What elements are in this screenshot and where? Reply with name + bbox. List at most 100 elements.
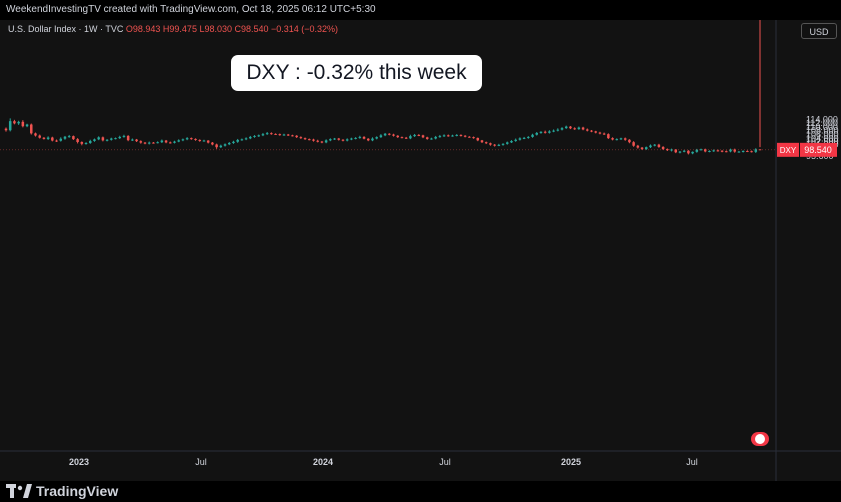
candle-body — [645, 147, 648, 150]
candle-body — [299, 137, 303, 139]
candle-body — [274, 133, 277, 135]
candle-body — [97, 137, 100, 140]
candle-body — [345, 139, 349, 141]
candle-body — [438, 136, 442, 138]
candle-body — [505, 142, 509, 144]
candle-body — [366, 138, 370, 141]
candle-body — [577, 127, 581, 130]
candle-body — [131, 139, 134, 141]
candle-body — [282, 134, 286, 136]
candle-body — [55, 140, 58, 142]
candle-body — [308, 139, 311, 141]
candle-body — [30, 124, 33, 134]
candle-body — [164, 140, 168, 143]
candle-body — [674, 149, 678, 153]
candle-body — [640, 147, 644, 150]
x-tick-label: Jul — [195, 457, 207, 467]
candle-body — [185, 138, 189, 140]
candle-body — [379, 135, 383, 138]
candle-body — [687, 150, 690, 154]
y-tick-label: 106.000 — [806, 130, 839, 140]
candle-body — [442, 135, 446, 137]
candle-body — [510, 140, 513, 143]
candle-body — [88, 140, 92, 144]
symbol-tag-label: DXY — [780, 146, 797, 155]
candle-body — [636, 145, 640, 148]
tradingview-brand[interactable]: TradingView — [6, 483, 118, 499]
candle-body — [253, 135, 256, 137]
candle-body — [598, 132, 602, 134]
candle-body — [602, 133, 606, 135]
x-tick-label: 2023 — [69, 457, 89, 467]
candle-body — [147, 142, 151, 144]
candle-body — [611, 138, 614, 140]
candle-body — [329, 139, 332, 141]
candle-body — [628, 139, 631, 143]
candle-body — [396, 135, 400, 138]
candle-body — [514, 139, 517, 141]
candle-body — [531, 134, 534, 137]
candle-body — [202, 140, 206, 142]
candle-body — [678, 151, 682, 153]
candle-body — [51, 137, 54, 141]
candle-body — [518, 138, 522, 140]
candle-body — [548, 131, 551, 133]
candle-body — [152, 142, 155, 144]
x-tick-label: 2024 — [313, 457, 333, 467]
candle-body — [586, 129, 589, 131]
candle-body — [682, 150, 686, 152]
candle-body — [733, 149, 736, 152]
candle-body — [110, 138, 113, 140]
candle-body — [758, 149, 762, 151]
us-flag-icon[interactable] — [751, 432, 769, 446]
candle-body — [560, 128, 564, 130]
candle-body — [619, 138, 623, 140]
candle-body — [143, 142, 147, 144]
candle-body — [649, 145, 652, 148]
candle-body — [716, 150, 720, 152]
candle-body — [25, 124, 29, 127]
candle-body — [278, 134, 282, 136]
candle-body — [501, 143, 505, 145]
candle-body — [670, 149, 673, 151]
currency-button[interactable]: USD — [801, 23, 837, 39]
candle-body — [291, 135, 294, 137]
candle-body — [459, 134, 463, 136]
candle-body — [623, 138, 627, 140]
symbol-name[interactable]: U.S. Dollar Index · 1W · TVC — [8, 24, 124, 34]
candle-body — [341, 139, 345, 141]
candle-body — [607, 134, 610, 139]
candle-body — [84, 143, 88, 145]
candle-body — [181, 139, 185, 141]
candle-body — [320, 141, 324, 143]
candle-body — [552, 130, 555, 132]
candle-body — [468, 136, 471, 138]
candle-body — [447, 135, 450, 137]
candle-body — [371, 138, 374, 141]
candle-body — [303, 138, 307, 140]
candle-body — [484, 142, 488, 144]
y-tick-label: 110.000 — [806, 122, 838, 132]
candle-body — [76, 139, 79, 142]
candle-body — [232, 141, 235, 144]
price-chart[interactable]: 114.000112.000110.000108.000106.000104.0… — [0, 20, 841, 481]
candle-body — [114, 138, 117, 140]
candle-body — [754, 149, 758, 152]
candle-body — [695, 149, 699, 152]
candle-body — [581, 127, 585, 130]
candle-body — [118, 136, 121, 139]
candle-body — [737, 151, 741, 153]
candle-body — [286, 134, 290, 136]
text-annotation[interactable]: DXY : -0.32% this week — [231, 55, 482, 91]
candle-body — [703, 149, 707, 152]
candle-body — [527, 136, 530, 138]
candle-body — [324, 140, 328, 143]
x-tick-label: 2025 — [561, 457, 581, 467]
y-tick-label: 114.000 — [806, 114, 838, 124]
candle-body — [535, 132, 539, 135]
chart-area[interactable] — [0, 20, 841, 481]
candle-body — [522, 137, 526, 139]
candle-body — [316, 140, 319, 142]
attribution-bar: WeekendInvestingTV created with TradingV… — [0, 0, 841, 20]
candle-body — [63, 136, 67, 139]
